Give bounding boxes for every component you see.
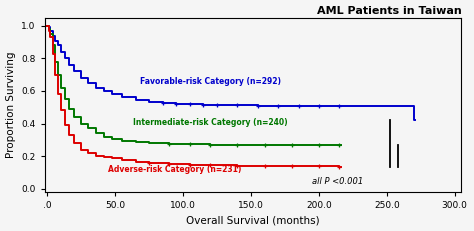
Text: Adverse-risk Category (n=231): Adverse-risk Category (n=231) (109, 164, 242, 173)
Text: AML Patients in Taiwan: AML Patients in Taiwan (317, 6, 462, 15)
X-axis label: Overall Survival (months): Overall Survival (months) (186, 216, 320, 225)
Y-axis label: Proportion Surviving: Proportion Surviving (6, 52, 16, 158)
Text: Intermediate-risk Category (n=240): Intermediate-risk Category (n=240) (133, 118, 287, 127)
Text: Favorable-risk Category (n=292): Favorable-risk Category (n=292) (139, 77, 281, 86)
Text: all P <0.001: all P <0.001 (312, 177, 364, 186)
